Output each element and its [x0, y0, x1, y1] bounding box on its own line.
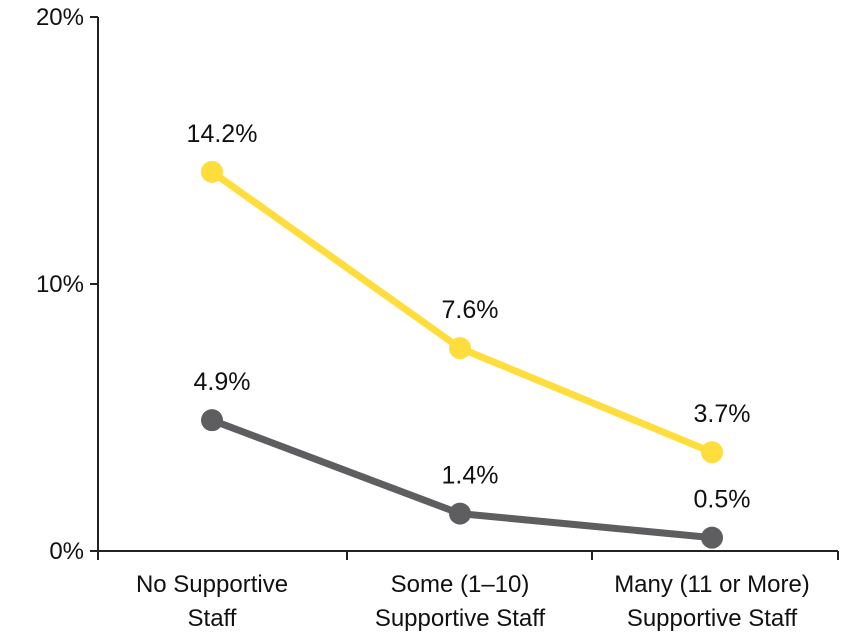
series-2-data-label: 1.4% [442, 462, 499, 490]
x-category-label: Many (11 or More) Supportive Staff [614, 571, 810, 632]
y-tick-label: 10% [36, 271, 84, 298]
x-category-label: No Supportive Staff [136, 571, 288, 632]
series-1-data-label: 3.7% [694, 400, 751, 428]
y-tick-label: 20% [36, 4, 84, 31]
data-labels: 14.2% 7.6% 3.7% 4.9% 1.4% 0.5% [187, 120, 751, 514]
x-category-label-line: Staff [188, 605, 237, 632]
x-category-label: Some (1–10) Supportive Staff [375, 571, 546, 632]
x-category-label-line: Some (1–10) [391, 571, 530, 598]
series-1-point [701, 441, 723, 464]
x-category-label-line: No Supportive [136, 571, 288, 598]
series-1-data-label: 14.2% [187, 120, 258, 148]
x-category-label-line: Many (11 or More) [614, 571, 810, 598]
series-2-point [201, 409, 223, 432]
series-2-point [449, 502, 471, 525]
axes: 0% 10% 20% No Supportive Staff Some (1–10) Sup… [36, 4, 839, 632]
x-category-label-line: Supportive Staff [627, 605, 798, 632]
x-category-label-line: Supportive Staff [375, 605, 546, 632]
series-1-point [449, 337, 471, 360]
series-2-data-label: 4.9% [194, 368, 251, 396]
series-2-data-label: 0.5% [694, 486, 751, 514]
y-tick-label: 0% [49, 538, 84, 565]
series-1-point [201, 160, 223, 183]
series-group [201, 160, 723, 549]
series-1-data-label: 7.6% [442, 296, 499, 324]
series-2-point [701, 526, 723, 549]
